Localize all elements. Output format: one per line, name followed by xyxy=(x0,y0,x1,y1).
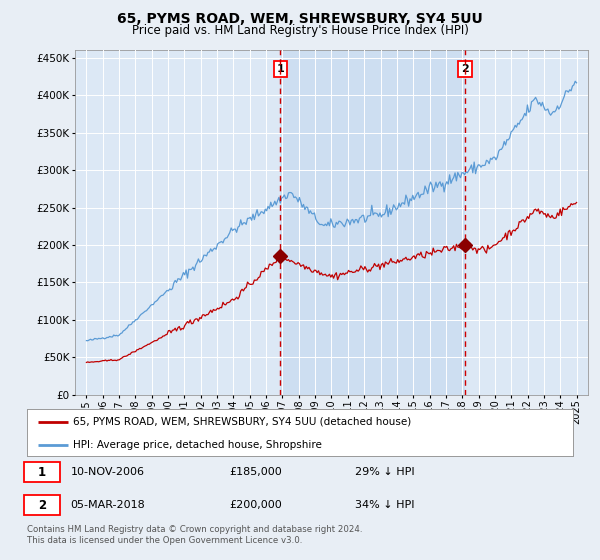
Text: 2: 2 xyxy=(461,64,469,74)
Text: 2: 2 xyxy=(38,498,46,512)
Text: £185,000: £185,000 xyxy=(229,467,282,477)
Text: 34% ↓ HPI: 34% ↓ HPI xyxy=(355,500,414,510)
Text: 65, PYMS ROAD, WEM, SHREWSBURY, SY4 5UU (detached house): 65, PYMS ROAD, WEM, SHREWSBURY, SY4 5UU … xyxy=(73,417,412,427)
Text: 10-NOV-2006: 10-NOV-2006 xyxy=(71,467,145,477)
FancyBboxPatch shape xyxy=(24,495,60,515)
Bar xyxy=(280,50,465,395)
Text: Price paid vs. HM Land Registry's House Price Index (HPI): Price paid vs. HM Land Registry's House … xyxy=(131,24,469,37)
Text: 29% ↓ HPI: 29% ↓ HPI xyxy=(355,467,414,477)
Text: £200,000: £200,000 xyxy=(229,500,282,510)
Text: 1: 1 xyxy=(277,64,284,74)
Text: HPI: Average price, detached house, Shropshire: HPI: Average price, detached house, Shro… xyxy=(73,440,322,450)
Text: 65, PYMS ROAD, WEM, SHREWSBURY, SY4 5UU: 65, PYMS ROAD, WEM, SHREWSBURY, SY4 5UU xyxy=(117,12,483,26)
Text: Contains HM Land Registry data © Crown copyright and database right 2024.
This d: Contains HM Land Registry data © Crown c… xyxy=(27,525,362,545)
FancyBboxPatch shape xyxy=(24,462,60,482)
Text: 1: 1 xyxy=(38,465,46,479)
Text: 05-MAR-2018: 05-MAR-2018 xyxy=(71,500,145,510)
